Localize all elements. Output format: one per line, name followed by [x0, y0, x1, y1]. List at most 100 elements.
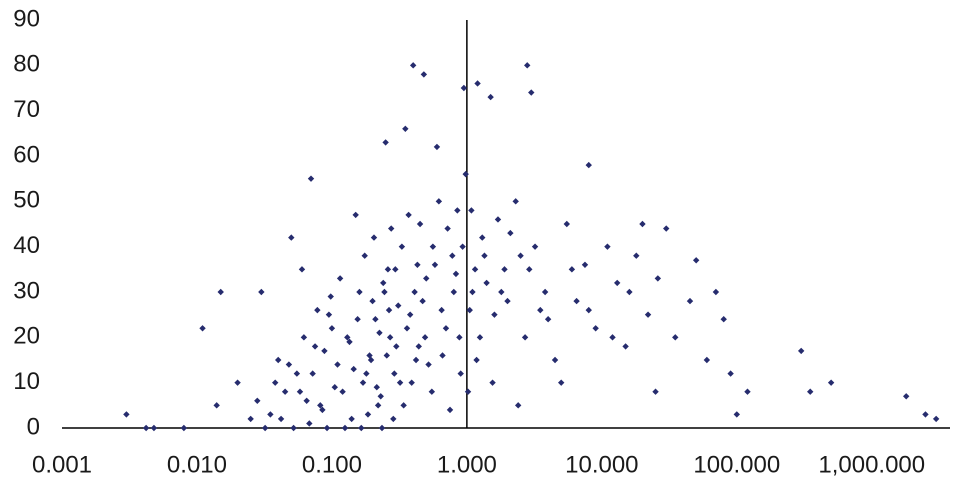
point: [393, 343, 400, 350]
point: [450, 288, 457, 296]
point: [311, 343, 319, 350]
point: [307, 175, 315, 182]
point: [380, 279, 387, 287]
point: [446, 406, 454, 414]
point: [423, 275, 430, 282]
y-tick-label: 70: [13, 96, 40, 123]
point: [199, 325, 206, 332]
point: [654, 275, 662, 282]
point: [479, 234, 486, 241]
y-tick-label: 20: [13, 323, 40, 350]
point: [381, 288, 388, 296]
point: [325, 311, 333, 318]
point: [501, 266, 508, 273]
point: [489, 379, 496, 386]
y-tick-label: 10: [13, 368, 40, 395]
point: [797, 347, 805, 355]
point: [306, 420, 313, 427]
point: [663, 225, 670, 232]
point: [498, 288, 505, 296]
point: [444, 225, 451, 232]
point: [476, 334, 484, 341]
point: [585, 161, 592, 169]
x-tick-label: 1,000.000: [818, 451, 925, 478]
point: [272, 379, 279, 386]
y-tick-label: 50: [13, 187, 40, 214]
point: [363, 370, 370, 377]
point: [491, 311, 498, 318]
point: [339, 388, 346, 395]
point: [391, 370, 398, 377]
point: [348, 415, 355, 423]
point: [361, 252, 368, 259]
x-tick-label: 1.000: [437, 451, 497, 478]
x-tick-label: 10.000: [565, 451, 638, 478]
point: [420, 71, 428, 78]
point: [686, 297, 694, 305]
point: [537, 306, 544, 314]
point: [703, 356, 711, 364]
point: [652, 388, 659, 395]
point: [922, 411, 929, 418]
point: [528, 89, 535, 96]
point: [281, 388, 289, 395]
point: [352, 211, 359, 219]
point: [275, 356, 282, 364]
point: [390, 415, 397, 423]
point: [457, 370, 464, 377]
point: [568, 266, 576, 273]
point: [150, 424, 158, 432]
x-tick-label: 0.100: [302, 451, 362, 478]
point: [356, 288, 363, 296]
point: [551, 356, 559, 364]
point: [425, 361, 432, 368]
point: [234, 379, 241, 386]
point: [633, 252, 640, 259]
point: [442, 325, 450, 332]
point: [344, 334, 351, 341]
point: [314, 306, 321, 314]
point: [409, 62, 417, 69]
point: [369, 297, 376, 305]
point: [336, 275, 344, 282]
point: [296, 388, 304, 395]
point: [392, 266, 399, 273]
point: [376, 329, 383, 336]
point: [384, 266, 392, 273]
y-tick-label: 90: [13, 5, 40, 32]
point: [358, 424, 365, 432]
point: [247, 415, 254, 423]
point: [733, 411, 740, 418]
x-tick-label: 0.010: [167, 451, 227, 478]
point: [267, 411, 274, 418]
point: [727, 370, 734, 377]
point: [123, 411, 130, 418]
point: [341, 424, 349, 432]
point: [406, 311, 414, 318]
point: [319, 406, 326, 414]
point: [258, 288, 265, 296]
point: [364, 411, 372, 418]
point: [541, 288, 549, 296]
point: [180, 424, 188, 432]
point: [217, 288, 224, 296]
point: [512, 198, 519, 205]
point: [622, 343, 629, 350]
point: [464, 388, 472, 395]
point: [400, 402, 407, 409]
point: [411, 288, 418, 296]
point: [483, 279, 490, 287]
point: [300, 334, 308, 341]
point: [807, 388, 814, 395]
point: [373, 384, 380, 391]
point: [405, 211, 412, 219]
point: [433, 143, 441, 151]
point: [327, 293, 334, 300]
point: [431, 261, 439, 268]
point: [644, 311, 652, 318]
point: [452, 270, 460, 278]
point: [609, 334, 616, 341]
point: [514, 402, 522, 409]
y-tick-label: 40: [13, 232, 40, 259]
point: [544, 316, 552, 323]
